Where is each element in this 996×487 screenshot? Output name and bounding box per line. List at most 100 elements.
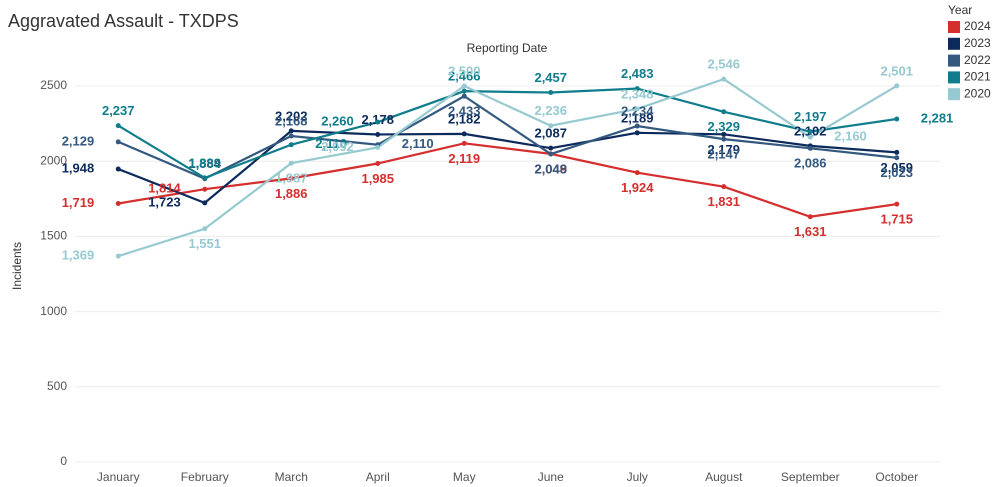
point [375, 131, 381, 137]
point [288, 142, 294, 148]
point [894, 83, 900, 89]
value-label: 2,501 [880, 63, 913, 78]
value-label: 1,631 [794, 224, 827, 239]
point [634, 123, 640, 129]
point [461, 131, 467, 137]
value-label: 2,236 [534, 103, 567, 118]
point [807, 145, 813, 151]
point [375, 160, 381, 166]
point [548, 90, 554, 96]
point [288, 160, 294, 166]
point [461, 88, 467, 94]
point [115, 166, 121, 172]
line [117, 129, 897, 205]
value-label: 2,110 [402, 136, 434, 151]
x-tick-label: July [627, 470, 648, 484]
point [721, 76, 727, 82]
point [548, 123, 554, 129]
value-label: 2,092 [321, 139, 354, 154]
point [634, 170, 640, 176]
point [461, 83, 467, 89]
legend-label: 2020 [964, 86, 991, 100]
value-label: 1,884 [188, 156, 221, 171]
value-label: 2,329 [707, 119, 740, 134]
value-label: 1,551 [188, 236, 221, 251]
point [721, 136, 727, 142]
point [115, 253, 121, 259]
value-label: 2,202 [275, 108, 308, 123]
legend-swatch [948, 54, 960, 67]
value-label: 2,160 [834, 129, 867, 144]
x-tick-label: June [538, 470, 564, 484]
value-label: 2,048 [534, 161, 567, 176]
value-label: 2,129 [62, 133, 95, 148]
legend-label: 2021 [964, 70, 991, 84]
x-tick-label: February [181, 470, 229, 484]
value-label: 2,281 [921, 110, 954, 125]
value-label: 2,179 [707, 142, 740, 157]
value-label: 2,147 [707, 147, 740, 162]
point [548, 145, 554, 151]
value-label: 1,715 [880, 212, 913, 227]
x-tick-label: September [781, 470, 840, 484]
line [117, 87, 897, 180]
value-label: 1,948 [62, 160, 95, 175]
point [375, 119, 381, 125]
value-label: 2,237 [102, 103, 135, 118]
value-label: 1,369 [62, 248, 95, 263]
legend-swatch [948, 71, 960, 84]
point [461, 93, 467, 99]
point [894, 155, 900, 161]
x-tick-label: October [875, 470, 918, 484]
value-label: 2,182 [448, 111, 481, 126]
point [634, 106, 640, 112]
x-axis-title: Reporting Date [467, 41, 548, 55]
point [894, 149, 900, 155]
legend-label: 2024 [964, 19, 991, 33]
point [548, 151, 554, 157]
value-label: 2,023 [880, 165, 913, 180]
value-label: 2,483 [621, 66, 654, 81]
value-label: 2,466 [448, 69, 481, 84]
legend-swatch [948, 37, 960, 50]
line [118, 142, 897, 218]
value-label: 1,987 [275, 171, 308, 186]
legend-title: Year [948, 3, 972, 17]
line [117, 77, 898, 258]
legend-swatch [948, 88, 960, 101]
point [202, 200, 208, 206]
point [461, 140, 467, 146]
point [807, 129, 813, 135]
value-label: 2,119 [448, 151, 480, 166]
value-label: 1,985 [361, 171, 394, 186]
point [721, 109, 727, 115]
value-label: 2,348 [621, 86, 654, 101]
value-label: 2,457 [534, 70, 567, 85]
point [202, 226, 208, 232]
point [115, 139, 121, 145]
x-tick-label: August [705, 470, 743, 484]
value-label: 2,433 [448, 104, 481, 119]
value-label: 2,110 [315, 136, 347, 151]
value-label: 2,500 [448, 63, 481, 78]
point [894, 201, 900, 207]
value-label: 2,049 [534, 161, 567, 176]
value-label: 1,723 [148, 194, 181, 209]
legend-swatch [948, 21, 960, 33]
value-label: 2,189 [621, 110, 654, 125]
y-tick-label: 2500 [40, 78, 67, 92]
point [721, 131, 727, 137]
point [115, 123, 121, 129]
value-label: 1,924 [621, 180, 654, 195]
y-tick-label: 500 [47, 379, 67, 393]
point [288, 128, 294, 134]
point [634, 86, 640, 92]
value-label: 2,178 [361, 112, 394, 127]
value-label: 2,168 [275, 113, 308, 128]
point [894, 116, 900, 122]
value-label: 1,889 [188, 155, 221, 170]
point [807, 214, 813, 220]
x-tick-label: March [275, 470, 308, 484]
y-tick-label: 1500 [40, 229, 67, 243]
